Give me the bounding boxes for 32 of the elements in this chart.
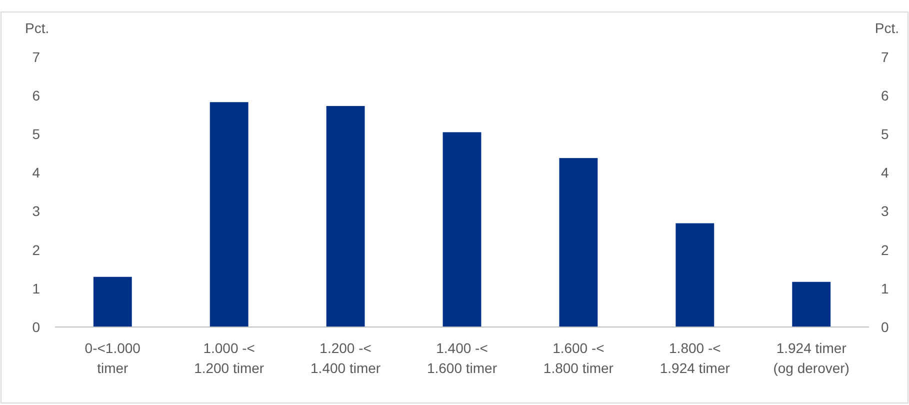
y-axis-title: Pct. xyxy=(25,20,50,36)
y-tick-label: 4 xyxy=(32,164,40,181)
y-tick-label: 2 xyxy=(32,242,40,258)
x-tick-label: 1.200 -< 1.400 timer xyxy=(310,340,381,376)
y-tick-label: 0 xyxy=(32,318,40,335)
y2-tick-label: 0 xyxy=(881,318,889,335)
x-tick-label: 1.600 -< 1.800 timer xyxy=(543,340,614,376)
bar xyxy=(210,102,248,327)
y2-tick-label: 4 xyxy=(881,164,889,181)
bar xyxy=(442,132,482,327)
y-tick-label: 5 xyxy=(32,126,40,142)
x-tick-label: 1.000 -< 1.200 timer xyxy=(194,340,264,376)
y-tick-label: 3 xyxy=(32,203,40,220)
bar xyxy=(676,223,714,327)
bar xyxy=(792,282,831,327)
y2-tick-label: 1 xyxy=(881,280,889,296)
y2-tick-label: 6 xyxy=(881,87,889,104)
x-tick-label: 1.800 -< 1.924 timer xyxy=(660,340,730,376)
y2-tick-label: 2 xyxy=(881,242,889,258)
y2-tick-label: 7 xyxy=(881,48,889,65)
y2-tick-label: 3 xyxy=(881,203,889,220)
bar xyxy=(93,276,132,327)
y-tick-label: 7 xyxy=(32,48,40,65)
y-tick-label: 1 xyxy=(32,280,40,296)
x-tick-label: 1.924 timer (og derover) xyxy=(773,340,850,376)
bar xyxy=(326,106,365,327)
x-tick-label: 0-<1.000 timer xyxy=(84,340,141,376)
y-tick-label: 6 xyxy=(32,87,40,104)
y2-axis-title: Pct. xyxy=(874,20,899,36)
x-tick-label: 1.400 -< 1.600 timer xyxy=(426,340,498,376)
y2-tick-label: 5 xyxy=(881,126,889,142)
bar xyxy=(559,158,598,327)
